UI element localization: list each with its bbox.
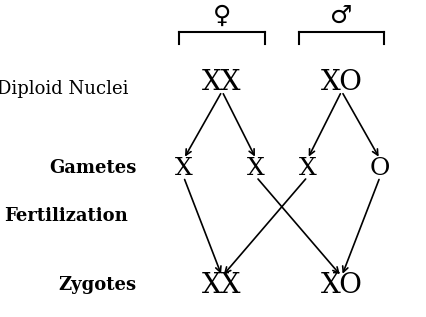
Text: XO: XO	[320, 69, 362, 96]
Text: Diploid Nuclei: Diploid Nuclei	[0, 80, 128, 98]
Text: Fertilization: Fertilization	[4, 207, 128, 224]
Text: X: X	[174, 157, 192, 179]
Text: Gametes: Gametes	[49, 159, 136, 177]
Text: XX: XX	[202, 69, 241, 96]
Text: X: X	[247, 157, 265, 179]
Text: X: X	[298, 157, 316, 179]
Text: O: O	[369, 157, 389, 179]
Text: Zygotes: Zygotes	[58, 276, 136, 294]
Text: ♀: ♀	[213, 4, 230, 28]
Text: ♂: ♂	[330, 4, 352, 28]
Text: XX: XX	[202, 272, 241, 299]
Text: XO: XO	[320, 272, 362, 299]
